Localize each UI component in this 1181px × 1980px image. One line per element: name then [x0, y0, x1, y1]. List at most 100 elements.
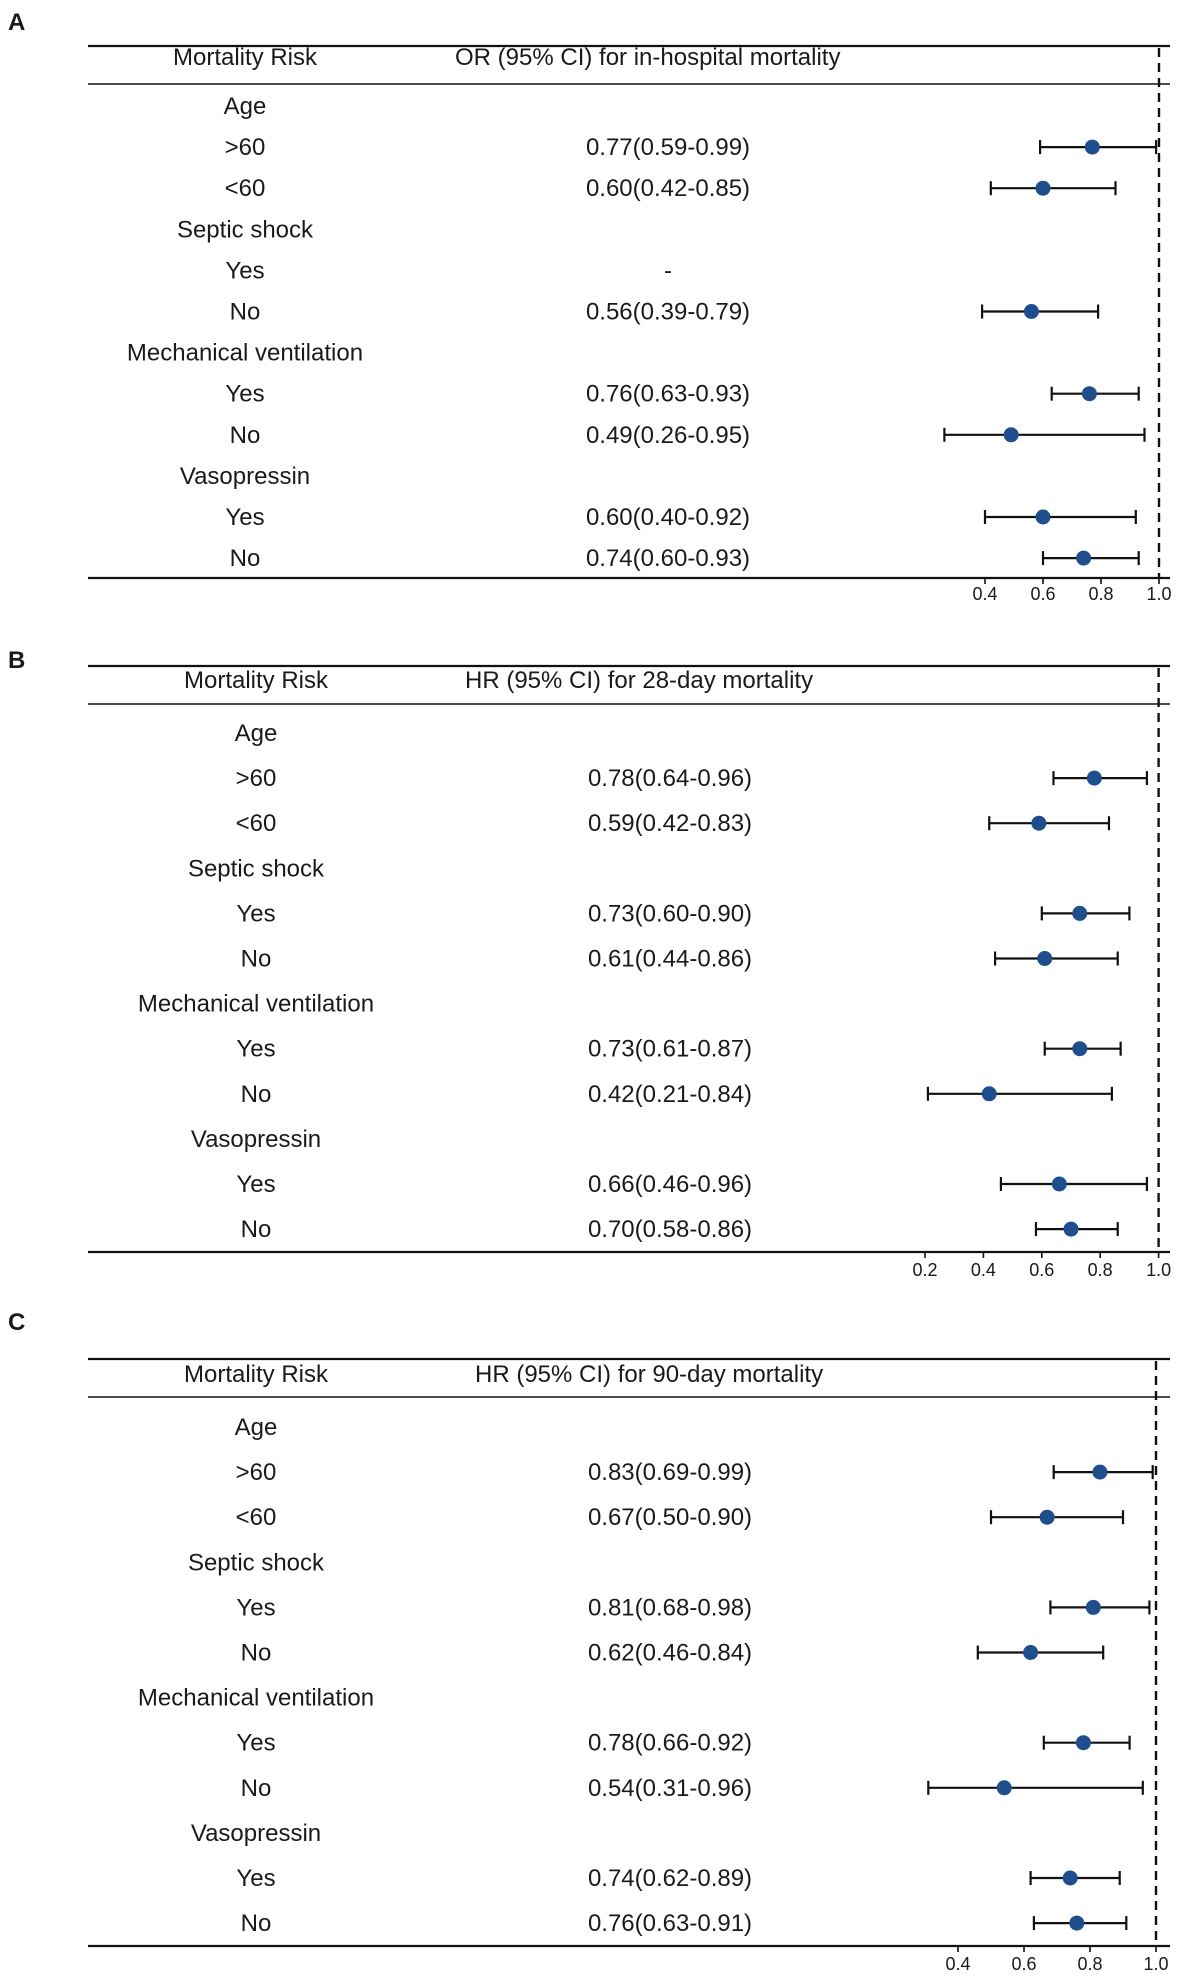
group-label: Age: [235, 720, 278, 747]
header-mortality-risk: Mortality Risk: [173, 44, 318, 71]
estimate-text: 0.81(0.68-0.98): [588, 1594, 752, 1621]
panel-letter: B: [8, 647, 25, 674]
group-label: Age: [235, 1414, 278, 1441]
axis-tick-label: 0.4: [972, 584, 997, 604]
group-label: Septic shock: [177, 216, 314, 243]
point-estimate: [1075, 1735, 1091, 1751]
row-label: No: [241, 1081, 272, 1108]
row-label: Yes: [236, 1730, 275, 1757]
header-effect-measure: OR (95% CI) for in-hospital mortality: [455, 44, 840, 71]
axis-tick-label: 0.8: [1088, 1260, 1113, 1280]
panel-a: A Mortality Risk OR (95% CI) for in-hospit…: [8, 9, 1172, 604]
row-label: <60: [236, 810, 277, 837]
axis-tick-label: 1.0: [1146, 1260, 1171, 1280]
group-label: Vasopressin: [191, 1820, 321, 1847]
row-label: No: [241, 1775, 272, 1802]
estimate-text: 0.74(0.60-0.93): [586, 545, 750, 572]
row-label: Yes: [236, 1594, 275, 1621]
row-label: No: [230, 545, 261, 572]
panel-b: B Mortality Risk HR (95% CI) for 28-day mo…: [8, 647, 1171, 1280]
row-label: Yes: [225, 257, 264, 284]
group-label: Vasopressin: [191, 1126, 321, 1153]
point-estimate: [1086, 770, 1102, 786]
point-estimate: [1072, 905, 1088, 921]
point-estimate: [1051, 1176, 1067, 1192]
row-label: No: [230, 422, 261, 449]
estimate-text: 0.78(0.64-0.96): [588, 765, 752, 792]
estimate-text: 0.61(0.44-0.86): [588, 946, 752, 973]
point-estimate: [1076, 550, 1092, 566]
axis-tick-label: 0.2: [912, 1260, 937, 1280]
row-label: No: [230, 299, 261, 326]
axis-tick-label: 0.6: [1030, 584, 1055, 604]
point-estimate: [1084, 139, 1100, 155]
row-label: <60: [225, 175, 266, 202]
axis-tick-label: 0.6: [1011, 1954, 1036, 1974]
estimate-text: 0.76(0.63-0.91): [588, 1910, 752, 1937]
axis-tick-label: 0.8: [1088, 584, 1113, 604]
axis-tick-label: 0.8: [1077, 1954, 1102, 1974]
row-label: >60: [225, 134, 266, 161]
point-estimate: [996, 1780, 1012, 1796]
point-estimate: [1072, 1041, 1088, 1057]
axis-tick-label: 0.4: [971, 1260, 996, 1280]
row-label: No: [241, 1640, 272, 1667]
estimate-text: 0.70(0.58-0.86): [588, 1216, 752, 1243]
group-label: Age: [224, 93, 267, 120]
point-estimate: [1069, 1915, 1085, 1931]
estimate-text: 0.59(0.42-0.83): [588, 810, 752, 837]
group-label: Vasopressin: [180, 463, 310, 490]
estimate-text: 0.78(0.66-0.92): [588, 1730, 752, 1757]
panel-c: C Mortality Risk HR (95% CI) for 90-day mo…: [8, 1309, 1170, 1974]
row-label: Yes: [236, 1865, 275, 1892]
group-label: Mechanical ventilation: [127, 340, 363, 367]
point-estimate: [1039, 1509, 1055, 1525]
header-effect-measure: HR (95% CI) for 90-day mortality: [475, 1361, 823, 1388]
panel-letter: A: [8, 9, 25, 36]
row-label: No: [241, 1216, 272, 1243]
estimate-text: 0.83(0.69-0.99): [588, 1459, 752, 1486]
row-label: Yes: [225, 504, 264, 531]
header-effect-measure: HR (95% CI) for 28-day mortality: [465, 667, 813, 694]
row-label: No: [241, 1910, 272, 1937]
point-estimate: [981, 1086, 997, 1102]
group-label: Mechanical ventilation: [138, 991, 374, 1018]
estimate-text: 0.42(0.21-0.84): [588, 1081, 752, 1108]
point-estimate: [1031, 815, 1047, 831]
estimate-text: 0.49(0.26-0.95): [586, 422, 750, 449]
header-mortality-risk: Mortality Risk: [184, 1361, 329, 1388]
point-estimate: [1035, 509, 1051, 525]
axis-tick-label: 0.4: [945, 1954, 970, 1974]
estimate-text: -: [664, 257, 672, 284]
group-label: Septic shock: [188, 855, 325, 882]
estimate-text: 0.60(0.42-0.85): [586, 175, 750, 202]
group-label: Mechanical ventilation: [138, 1685, 374, 1712]
estimate-text: 0.76(0.63-0.93): [586, 381, 750, 408]
row-label: <60: [236, 1504, 277, 1531]
estimate-text: 0.67(0.50-0.90): [588, 1504, 752, 1531]
row-label: >60: [236, 765, 277, 792]
estimate-text: 0.73(0.60-0.90): [588, 900, 752, 927]
point-estimate: [1063, 1221, 1079, 1237]
point-estimate: [1037, 951, 1053, 966]
point-estimate: [1085, 1599, 1101, 1615]
group-label: Septic shock: [188, 1549, 325, 1576]
estimate-text: 0.56(0.39-0.79): [586, 299, 750, 326]
row-label: Yes: [236, 900, 275, 927]
header-mortality-risk: Mortality Risk: [184, 667, 329, 694]
point-estimate: [1035, 180, 1051, 196]
estimate-text: 0.66(0.46-0.96): [588, 1171, 752, 1198]
point-estimate: [1023, 304, 1039, 319]
axis-tick-label: 1.0: [1143, 1954, 1168, 1974]
row-label: >60: [236, 1459, 277, 1486]
panel-letter: C: [8, 1309, 25, 1336]
estimate-text: 0.73(0.61-0.87): [588, 1036, 752, 1063]
point-estimate: [1062, 1870, 1078, 1886]
point-estimate: [1003, 427, 1019, 443]
row-label: Yes: [236, 1171, 275, 1198]
estimate-text: 0.62(0.46-0.84): [588, 1640, 752, 1667]
point-estimate: [1081, 386, 1097, 402]
estimate-text: 0.54(0.31-0.96): [588, 1775, 752, 1802]
estimate-text: 0.74(0.62-0.89): [588, 1865, 752, 1892]
